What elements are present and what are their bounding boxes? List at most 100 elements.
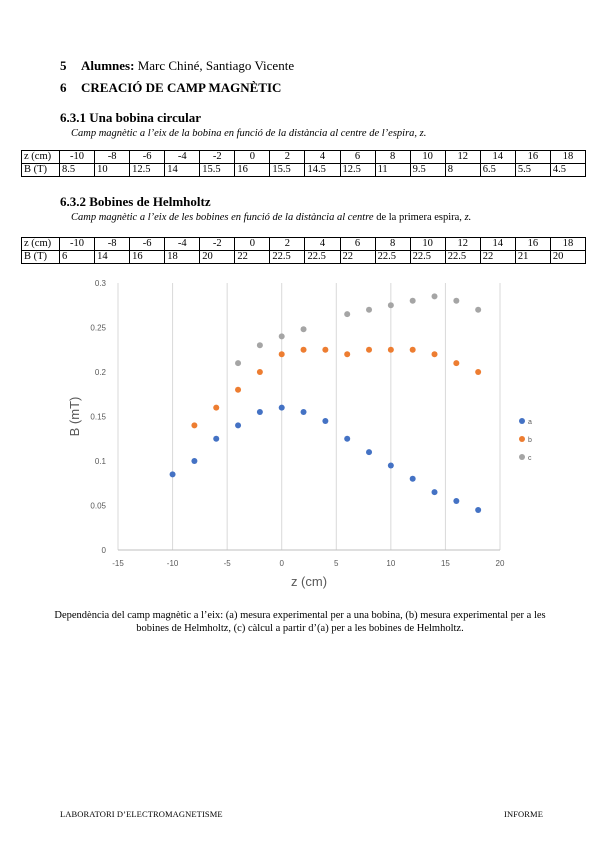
table-cell: 4 xyxy=(304,237,341,251)
table-cell: 22 xyxy=(234,250,271,264)
data-point-b xyxy=(278,351,285,358)
data-point-a xyxy=(300,409,307,416)
table-cell: 14.5 xyxy=(304,163,341,177)
data-point-b xyxy=(322,346,329,353)
table-cell: 22.5 xyxy=(444,250,481,264)
data-table-one-coil: z (cm) -10 -8 -6 -4 -2 0 2 4 6 8 10 12 14 16 18 B (T) 8.… xyxy=(21,150,587,177)
section-6-number: 6 xyxy=(60,80,67,95)
data-point-a xyxy=(431,489,438,496)
table-cell: 12.5 xyxy=(339,163,376,177)
footer-right: INFORME xyxy=(504,809,543,819)
y-tick-label: 0 xyxy=(102,546,107,555)
data-point-a xyxy=(366,449,373,456)
data-point-a xyxy=(322,417,329,424)
table-cell: 22.5 xyxy=(409,250,446,264)
caption-roman-part: de la primera espira, xyxy=(373,212,465,223)
section-6-heading: 6 CREACIÓ DE CAMP MAGNÈTIC xyxy=(60,80,281,96)
table-cell: 16 xyxy=(234,163,271,177)
table-cell: 12 xyxy=(444,150,481,164)
chart-points xyxy=(169,293,482,513)
section-5-label: Alumnes: xyxy=(81,58,135,73)
figure-caption: Dependència del camp magnètic a l’eix: (… xyxy=(54,610,546,634)
table-cell: 4 xyxy=(304,150,341,164)
subsection-heading-one-coil: 6.3.1 Una bobina circular xyxy=(60,110,201,125)
table-cell: 15.5 xyxy=(199,163,236,177)
data-point-c xyxy=(278,333,285,340)
y-tick-label: 0.3 xyxy=(95,279,107,288)
data-point-b xyxy=(409,346,416,353)
table-cell: 18 xyxy=(549,237,587,251)
data-point-c xyxy=(366,306,373,313)
table-cell: 2 xyxy=(269,150,306,164)
data-point-b xyxy=(431,351,438,358)
data-point-a xyxy=(475,506,482,513)
table-row-header: B (T) xyxy=(21,163,60,177)
table-cell: 22.5 xyxy=(304,250,341,264)
data-point-b xyxy=(235,386,242,393)
data-point-b xyxy=(387,346,394,353)
section-5-names: Marc Chiné, Santiago Vicente xyxy=(137,58,295,73)
table-cell: -8 xyxy=(94,237,131,251)
x-axis-title: z (cm) xyxy=(291,574,327,589)
table-row-header: z (cm) xyxy=(21,150,60,164)
table-cell: 15.5 xyxy=(269,163,306,177)
data-point-a xyxy=(169,471,176,478)
data-point-a xyxy=(256,409,263,416)
table-row-header: z (cm) xyxy=(21,237,60,251)
x-tick-label: -15 xyxy=(112,559,124,568)
table-cell: 20 xyxy=(549,250,587,264)
table-cell: -4 xyxy=(164,237,201,251)
data-point-b xyxy=(366,346,373,353)
section-6-title: CREACIÓ DE CAMP MAGNÈTIC xyxy=(81,80,282,95)
table-caption-helmholtz: Camp magnètic a l’eix de les bobines en … xyxy=(71,212,471,223)
y-tick-label: 0.15 xyxy=(90,413,106,422)
data-point-a xyxy=(191,458,198,464)
data-point-c xyxy=(409,297,416,304)
data-point-b xyxy=(475,369,482,375)
table-row-z: z (cm) -10 -8 -6 -4 -2 0 2 4 6 8 10 12 14 16 18 xyxy=(21,237,587,251)
data-point-b xyxy=(453,360,460,367)
legend-marker-a xyxy=(519,418,525,424)
x-tick-label: 5 xyxy=(334,559,339,568)
data-point-a xyxy=(453,498,460,505)
y-tick-label: 0.2 xyxy=(95,368,107,377)
table-cell: 8 xyxy=(444,163,481,177)
table-cell: 22.5 xyxy=(374,250,411,264)
table-cell: 6.5 xyxy=(479,163,516,177)
x-tick-label: -10 xyxy=(167,559,179,568)
data-table-helmholtz: z (cm) -10 -8 -6 -4 -2 0 2 4 6 8 10 12 14 16 18 B (T) 6 1… xyxy=(21,237,587,264)
section-5-number: 5 xyxy=(60,58,67,73)
data-point-a xyxy=(409,475,416,482)
table-cell: 14 xyxy=(479,150,516,164)
data-point-c xyxy=(344,311,351,318)
table-cell: 14 xyxy=(164,163,201,177)
table-cell: 16 xyxy=(129,250,166,264)
table-cell: 10 xyxy=(409,150,446,164)
data-point-a xyxy=(235,422,242,429)
table-row-b: B (T) 8.5 10 12.5 14 15.5 16 15.5 14.5 12.5 11 9.5 8… xyxy=(21,163,587,177)
table-cell: 6 xyxy=(339,150,376,164)
table-cell: -6 xyxy=(129,237,166,251)
section-5-line: 5 Alumnes: Marc Chiné, Santiago Vicente xyxy=(60,58,294,74)
table-cell: 16 xyxy=(514,237,551,251)
x-tick-label: 15 xyxy=(441,559,450,568)
table-cell: 11 xyxy=(374,163,411,177)
table-cell: -2 xyxy=(199,237,236,251)
table-cell: 22.5 xyxy=(269,250,306,264)
x-tick-label: 20 xyxy=(496,559,505,568)
data-point-c xyxy=(453,297,460,304)
table-cell: 20 xyxy=(199,250,236,264)
table-cell: -2 xyxy=(199,150,236,164)
y-tick-label: 0.05 xyxy=(90,502,106,511)
y-tick-label: 0.25 xyxy=(90,324,106,333)
data-point-c xyxy=(300,326,307,333)
x-tick-label: 0 xyxy=(279,559,284,568)
data-point-b xyxy=(191,422,198,429)
x-tick-label: 10 xyxy=(386,559,395,568)
table-cell: 8.5 xyxy=(58,163,96,177)
table-row-b: B (T) 6 14 16 18 20 22 22.5 22.5 22 22.5 22.5 22.5 22… xyxy=(21,250,587,264)
table-cell: 2 xyxy=(269,237,306,251)
table-cell: -10 xyxy=(58,150,96,164)
table-cell: 6 xyxy=(339,237,376,251)
table-cell: 10 xyxy=(94,163,131,177)
